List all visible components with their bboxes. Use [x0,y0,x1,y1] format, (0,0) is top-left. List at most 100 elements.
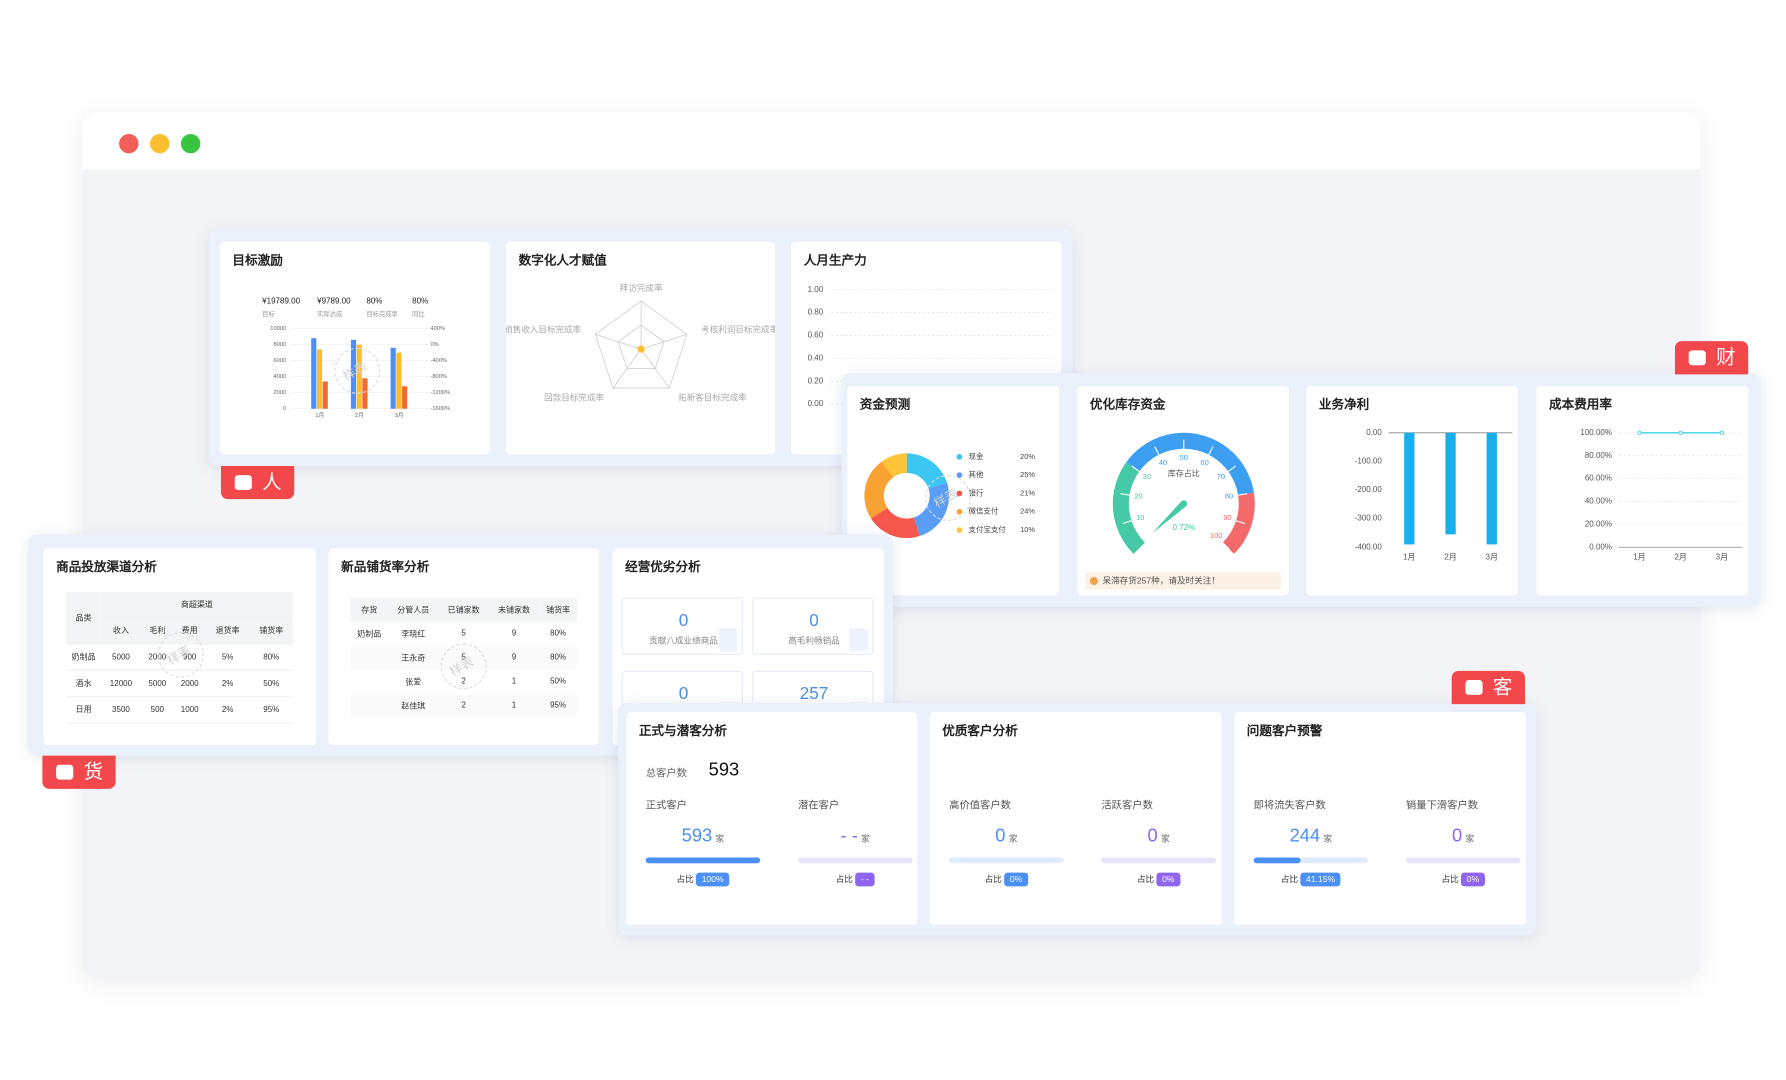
watermark-stamp: 样表 [440,643,487,690]
card-title: 新品铺货率分析 [341,560,430,575]
badge-label: 货 [83,760,104,783]
stat-value: 80% [366,297,383,306]
gauge-tick-label: 60 [1200,458,1208,467]
share-caption: 占比 [835,873,853,885]
gauge-tick [1154,446,1160,456]
share-wrap: 占比 - - [835,872,875,886]
table-cell: 9 [511,653,517,662]
share-pill: 0% [1004,872,1029,886]
gauge-tick-label: 30 [1143,472,1151,481]
radar-spoke [595,333,642,350]
item-unit: 家 [1161,833,1170,844]
value-label: 25% [1020,470,1035,479]
share-wrap: 占比 0% [984,872,1029,886]
table-cell: 退货率 [205,617,250,645]
legend-label: 微信支付 [969,506,999,516]
card: 新品铺货率分析 存货 分管人员 已铺家数 未铺家数 铺货率 奶制品 李晓红 5 9 80% 王永奇 5 9… [328,548,599,746]
share-caption: 占比 [1441,873,1459,885]
radar-point [637,345,645,353]
card-title: 经营优劣分析 [625,560,701,575]
table-cell: 12000 [100,670,142,698]
item-value: 593 [681,826,713,847]
y-tick-label: 100.00% [1580,428,1612,437]
gauge-tick-label: 70 [1217,472,1225,481]
radar-label: 回款目标完成率 [544,392,604,403]
share-caption: 占比 [1136,873,1155,885]
radar-label: 考核利润目标完成率 [701,324,775,335]
x-tick-label: 2月 [1444,553,1456,562]
gauge-band [1126,432,1254,496]
table-cell: 分管人员 [397,606,430,615]
legend-dot [956,527,963,533]
card-title: 正式与潜客分析 [638,724,727,739]
watermark-text: 样表 [341,359,370,385]
bar [322,381,328,409]
watermark-stamp: 样表 [334,348,381,394]
table-cell: 李晓红 [401,630,426,639]
item-label: 高价值客户数 [949,799,1011,811]
panel-group: 正式与潜客分析 总客户数 593 正式客户 593 家占比 100% 潜在客户 - - 家占比 - … [618,702,1537,936]
watermark-text: 样表 [164,643,194,669]
table-cell: 存货 [361,606,378,615]
item-label: 活跃客户数 [1101,799,1153,811]
item-value: 244 [1289,826,1321,847]
card-title: 优化库存资金 [1089,398,1166,413]
card: 优质客户分析 高价值客户数 0 家占比 0% 活跃客户数 0 家占比 0% [929,712,1222,926]
table-cell: 95% [550,701,567,710]
y-tick-label: 60.00% [1585,474,1612,483]
radar-spoke [641,333,687,350]
y-tick-label: 0.80 [808,308,824,317]
table-cell: 张爱 [405,678,422,687]
card: 商品投放渠道分析 品类 商超渠道 收入 毛利 费用 退货率 铺货率 奶制品 5000 2000 900… [43,548,316,746]
item-value: - - [840,826,858,847]
gauge-band [1112,462,1145,554]
bar [316,349,323,409]
y-tick-label: 80.00% [1585,451,1612,460]
value-label: 24% [1020,507,1035,516]
window-dot [180,133,201,154]
table-cell [350,694,388,718]
share-caption: 占比 [984,873,1002,885]
share-caption: 占比 [676,873,694,885]
x-tick-label: 3月 [1486,553,1498,562]
gauge-tick [1120,493,1130,496]
stat-label: 目标 [262,311,275,319]
table-cell: 已铺家数 [447,606,480,615]
alert-text: 呆滞存货257种，请及时关注！ [1102,575,1220,586]
table-cell: 铺货率 [249,617,294,645]
card-title: 问题客户预警 [1246,724,1323,739]
radar-ring [594,300,688,389]
card-title: 目标激励 [232,254,283,268]
progress-track [797,857,913,864]
stat-label: 同比 [412,311,425,319]
y-tick-label: 0.00 [808,399,824,408]
y-tick-label: -400.00 [1355,542,1383,551]
card: 业务净利 0.00 -100.00 -200.00 -300.00 -400.00 1月 2月… [1306,385,1519,596]
window-titlebar [82,112,1701,170]
table-cell: 80% [550,653,567,662]
y-tick-label: 40.00% [1585,497,1612,506]
tile-value: 0 [678,611,689,631]
gauge-hub [1180,500,1188,508]
share-wrap: 占比 41.15% [1281,872,1341,886]
tile-label: 高毛利畅销品 [788,635,840,646]
item-unit: 家 [1323,833,1333,844]
table-cell: 2% [205,670,250,698]
progress-fill [1253,857,1301,864]
table-cell: 日用 [66,696,101,724]
gauge-tick-label: 10 [1136,513,1144,522]
table-cell: 95% [249,696,294,724]
radar-label: 拜访完成率 [620,282,663,293]
gauge-tick-label: 80 [1225,492,1233,501]
table-cell: 2% [205,696,250,724]
gauge-tick-label: 90 [1223,513,1231,522]
item-value-wrap: 244 家 [1289,826,1333,847]
badge-icon [1465,680,1483,695]
alert-note: 呆滞存货257种，请及时关注！ [1085,572,1282,590]
table-row: 赵佳琪 2 1 95% [350,693,578,718]
watermark-text: 样表 [447,655,477,680]
item-value: 0 [1147,826,1158,847]
progress-fill [645,857,761,864]
tile-icon [718,628,738,652]
